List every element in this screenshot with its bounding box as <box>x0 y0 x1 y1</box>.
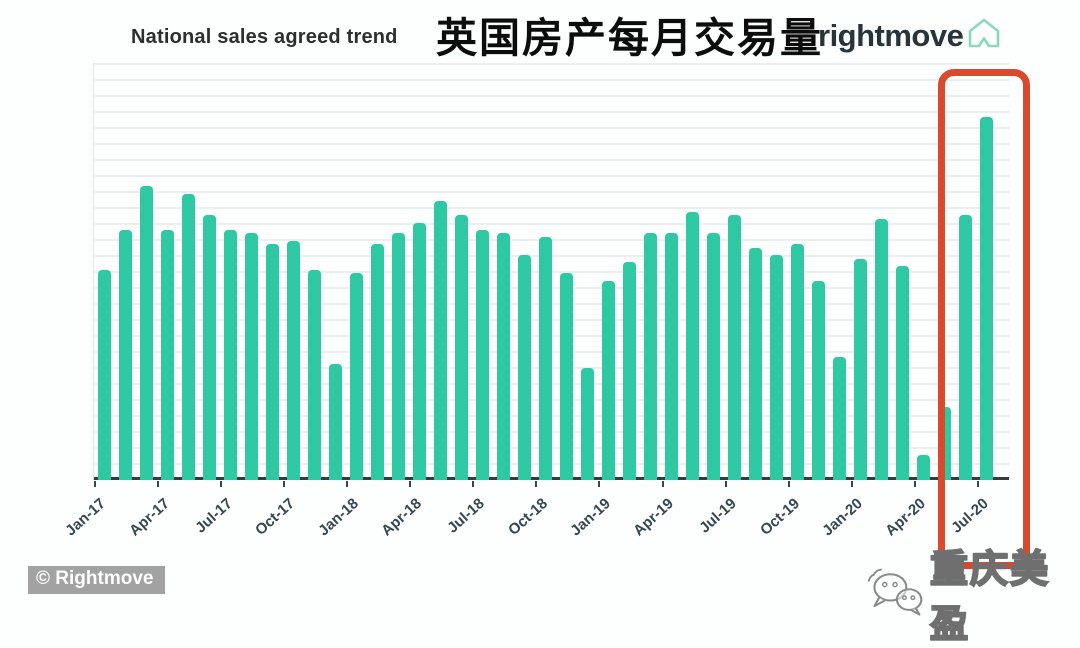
axis-tick <box>787 481 790 487</box>
highlight-box <box>938 69 1030 569</box>
bar-Aug-17 <box>244 233 258 480</box>
bar-May-18 <box>433 201 447 480</box>
bar-Oct-18 <box>538 237 552 480</box>
axis-tick <box>598 481 601 487</box>
gridline <box>94 79 1009 81</box>
bar-Jan-19 <box>601 281 615 480</box>
bar-Apr-20 <box>917 455 931 480</box>
bar-Jul-19 <box>728 215 742 480</box>
gridline <box>94 223 1009 225</box>
x-tick-label-text: Apr-18 <box>377 495 425 540</box>
bar-Nov-19 <box>812 281 826 480</box>
gridline <box>94 191 1009 193</box>
gridline <box>94 207 1009 209</box>
axis-tick <box>157 481 160 487</box>
copyright-text: © Rightmove <box>36 568 154 589</box>
x-tick-label-text: Jan-20 <box>819 495 867 540</box>
bar-Apr-19 <box>665 233 679 480</box>
bar-Dec-17 <box>328 364 342 480</box>
bar-Mar-20 <box>896 266 910 480</box>
axis-tick <box>94 481 96 487</box>
bar-Mar-18 <box>391 233 405 480</box>
bar-Feb-20 <box>875 219 889 480</box>
bar-Jan-18 <box>349 273 363 480</box>
watermark-text: 重庆美盈 <box>929 548 1051 647</box>
bar-Dec-19 <box>833 357 847 480</box>
bar-Dec-18 <box>580 368 594 480</box>
bar-Feb-18 <box>370 244 384 480</box>
copyright-badge: © Rightmove <box>28 566 166 594</box>
axis-tick <box>220 481 223 487</box>
x-tick-label-text: Apr-17 <box>125 495 173 540</box>
bar-Aug-18 <box>496 233 510 480</box>
bar-May-19 <box>686 212 700 480</box>
bar-Feb-17 <box>118 230 132 480</box>
x-tick-label-text: Oct-17 <box>252 495 299 539</box>
page: National sales agreed trend 英国房产每月交易量 ri… <box>28 15 1050 647</box>
bar-May-17 <box>181 194 195 480</box>
rightmove-logo: rightmove <box>818 18 1001 53</box>
x-tick-label-text: Apr-20 <box>882 495 930 540</box>
gridline <box>94 159 1009 161</box>
x-tick-label-text: Jul-18 <box>444 495 488 537</box>
bar-Jun-20 <box>959 215 973 480</box>
bar-Mar-17 <box>139 186 153 480</box>
bar-Apr-18 <box>412 223 426 480</box>
x-tick-label-text: Jul-17 <box>191 495 236 537</box>
axis-tick <box>661 481 664 487</box>
axis-tick <box>346 481 349 487</box>
rightmove-house-icon <box>969 18 1000 48</box>
bar-Jun-17 <box>202 215 216 480</box>
gridline <box>94 63 1009 65</box>
axis-tick <box>283 481 286 487</box>
bar-Jul-20 <box>980 117 994 480</box>
bar-Aug-19 <box>749 248 763 480</box>
axis-tick <box>409 481 412 487</box>
x-tick-label-text: Jan-17 <box>62 495 110 540</box>
bar-Nov-17 <box>307 270 321 480</box>
axis-tick <box>913 481 916 487</box>
bar-Mar-19 <box>644 233 658 480</box>
x-tick-label-text: Jan-19 <box>567 495 614 540</box>
bar-Jan-20 <box>854 259 868 480</box>
bar-Oct-19 <box>791 244 805 480</box>
page-title: 英国房产每月交易量 <box>436 15 823 61</box>
gridline <box>94 143 1009 145</box>
x-tick-label-text: Apr-19 <box>630 495 677 540</box>
x-tick-label-text: Oct-18 <box>504 495 551 539</box>
bar-Sep-18 <box>517 255 531 480</box>
bar-Apr-17 <box>160 230 174 480</box>
bar-Feb-19 <box>623 262 636 480</box>
x-tick-label-text: Oct-19 <box>756 495 804 539</box>
bar-Jul-17 <box>223 230 237 480</box>
axis-tick <box>850 481 853 487</box>
bar-Sep-19 <box>770 255 784 480</box>
bar-Jul-18 <box>475 230 489 480</box>
x-tick-label-text: Jan-18 <box>314 495 362 540</box>
gridline <box>94 127 1009 129</box>
bar-Jun-18 <box>454 215 468 480</box>
axis-tick <box>724 481 727 487</box>
bar-Oct-17 <box>286 241 300 480</box>
bar-Jun-19 <box>707 233 721 480</box>
rightmove-wordmark: rightmove <box>818 18 964 53</box>
axis-tick <box>535 481 538 487</box>
bar-Nov-18 <box>559 273 573 480</box>
plot-area <box>93 63 1009 480</box>
gridline <box>94 95 1009 97</box>
gridline <box>94 111 1009 113</box>
chart-subtitle-en: National sales agreed trend <box>131 26 398 48</box>
gridline <box>94 175 1009 177</box>
bar-Sep-17 <box>265 244 279 480</box>
axis-tick <box>472 481 475 487</box>
wechat-icon <box>867 568 923 616</box>
x-tick-label-text: Jul-19 <box>696 495 740 537</box>
bar-Jan-17 <box>97 270 111 480</box>
watermark: 重庆美盈 <box>866 538 1080 648</box>
